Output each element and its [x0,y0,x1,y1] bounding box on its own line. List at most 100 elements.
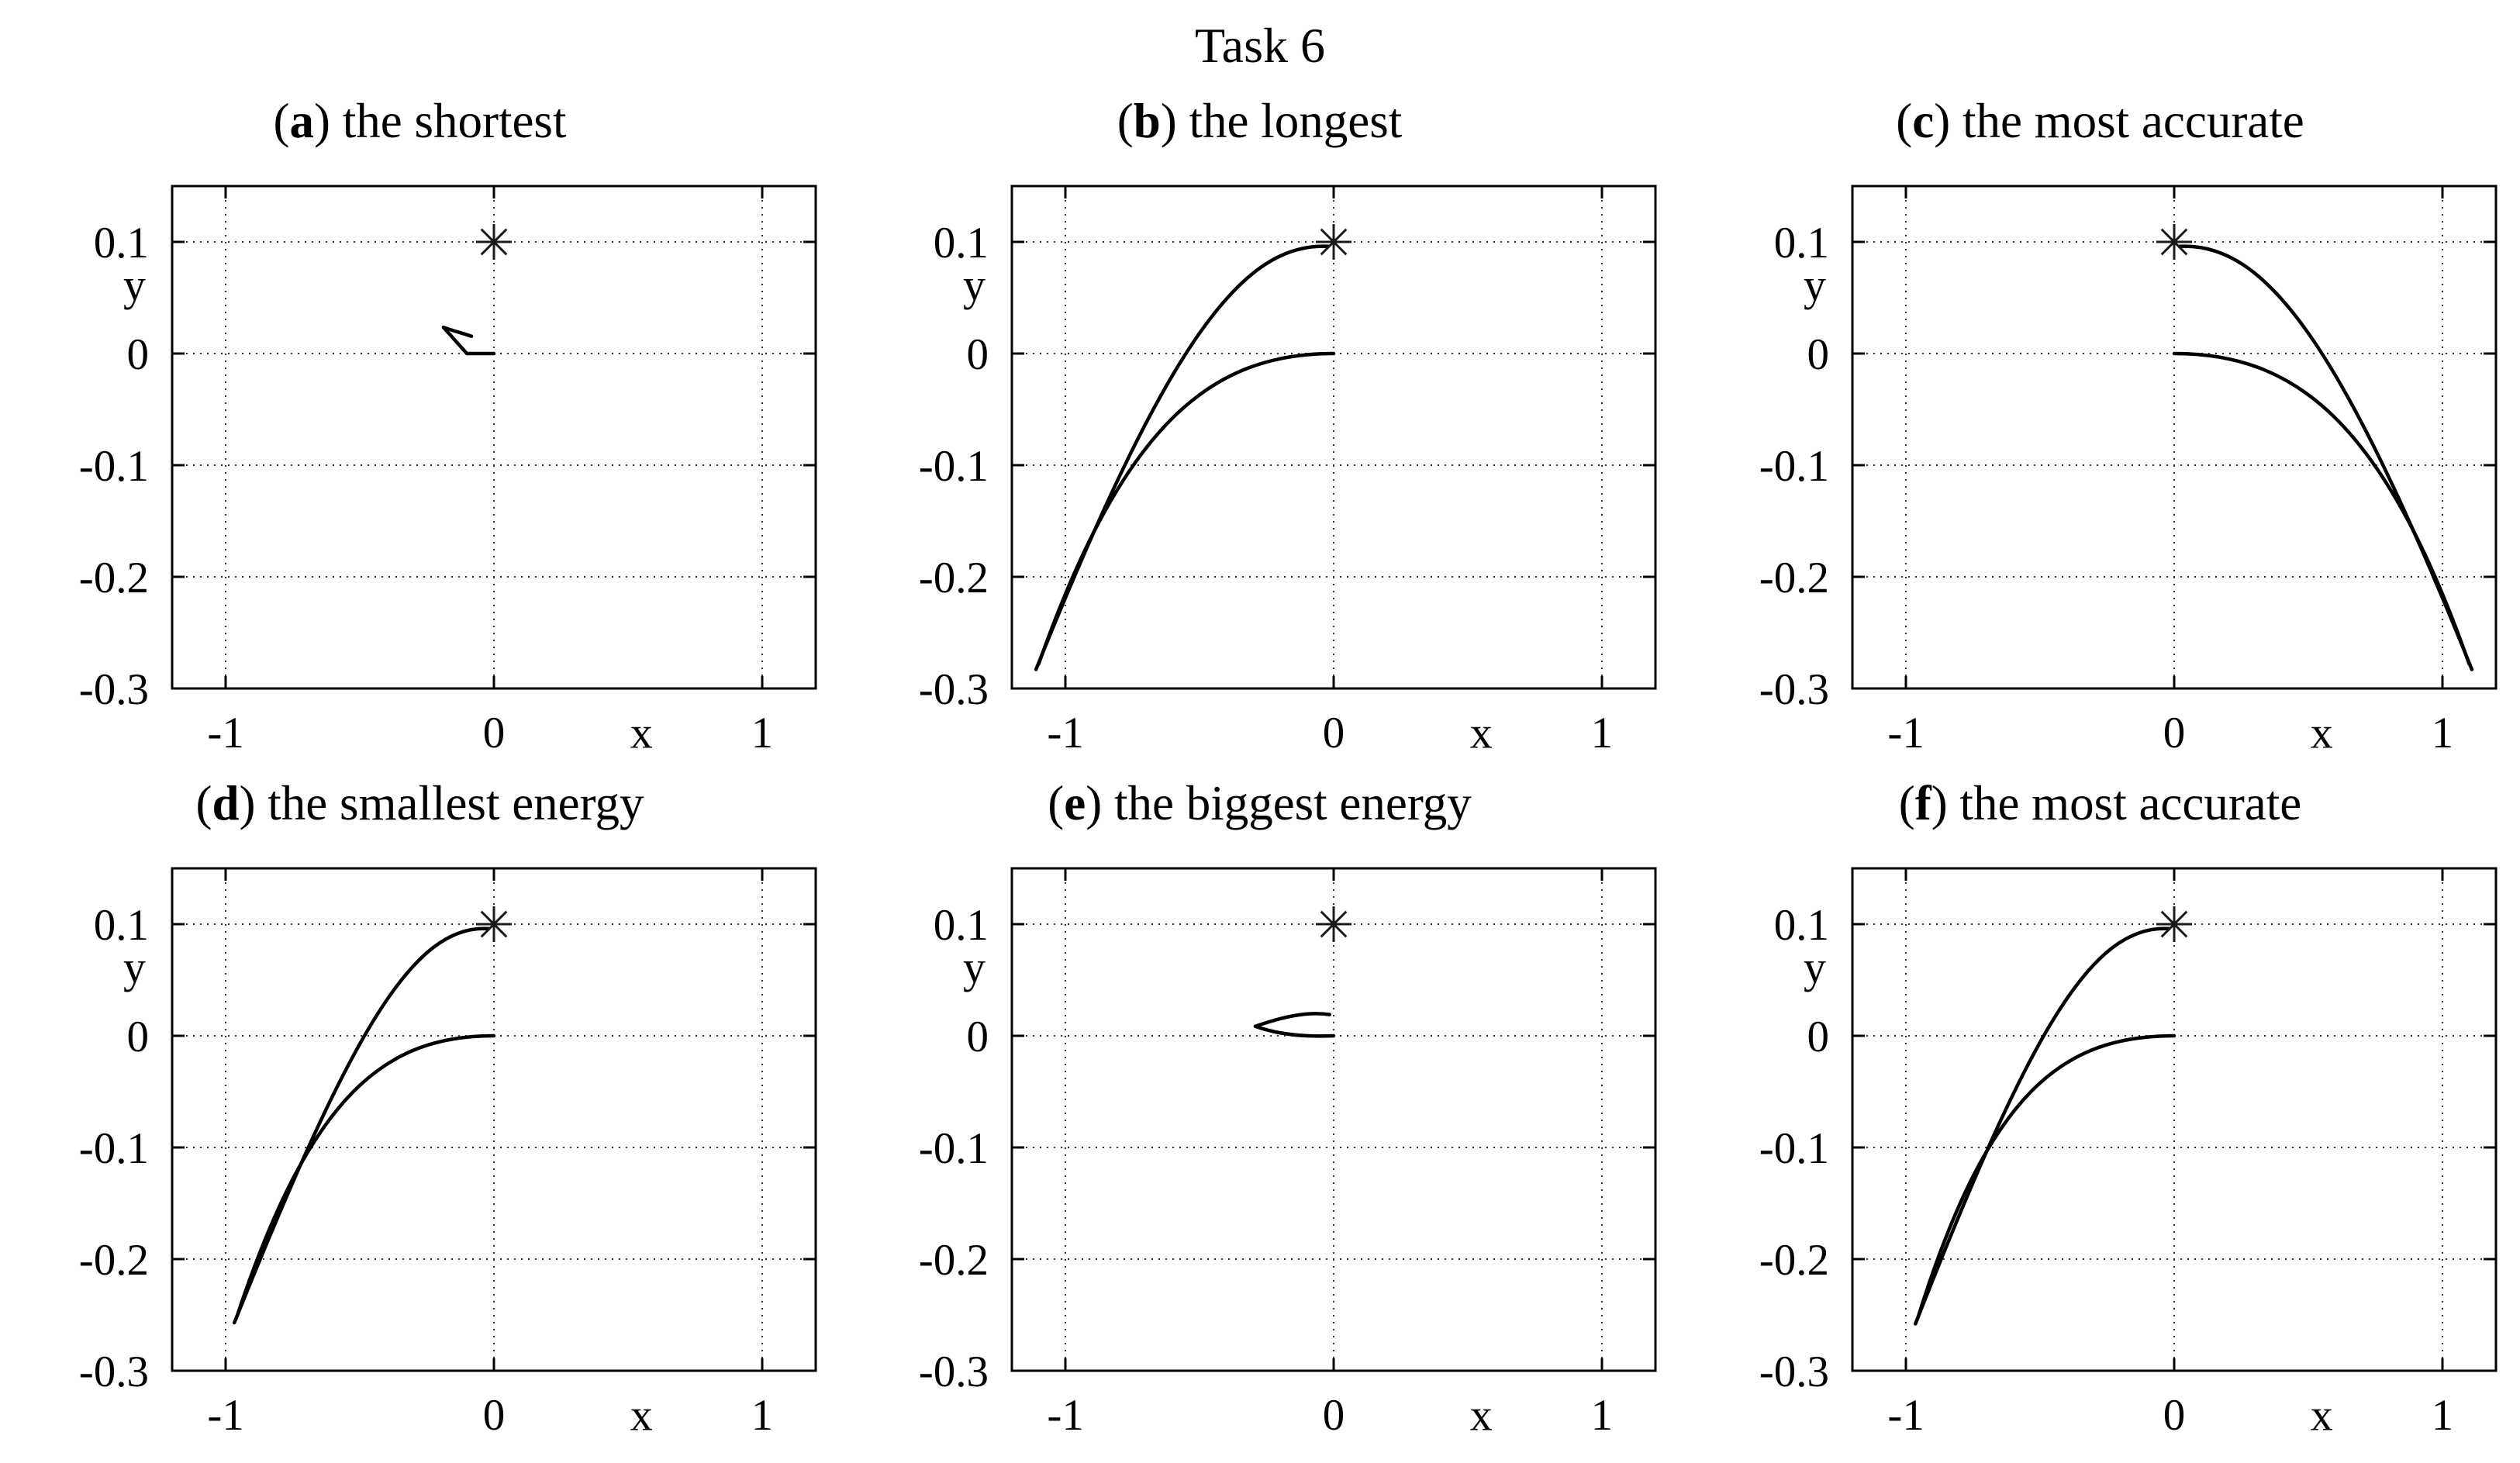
trajectory-lower [1916,1033,2177,1320]
star-marker [1316,224,1351,260]
subplot-title-text: the most accurate [1962,94,2304,148]
plot-area: -1 0 1 0.1 0 -0.1 -0.2 -0.3 x y [1759,185,2498,757]
y-tick-label: -0.3 [79,665,149,714]
x-tick-label: -1 [207,1391,243,1440]
y-tick-label: 0 [127,330,150,379]
paren-close: ) [1934,94,1962,148]
x-axis-label: x [1470,707,1493,757]
x-tick-label: -1 [1887,1391,1924,1440]
y-tick-label: -0.2 [919,1236,989,1285]
star-marker [1316,906,1351,942]
y-axis-label: y [1804,260,1826,310]
subplot-d: (d) the smallest energy -1 0 1 0.1 0 -0.1 -0.2… [0,768,840,1463]
trajectory-lower [235,1033,496,1318]
star-spoke [480,910,508,938]
paren-close: ) [1086,776,1114,830]
x-tick-label: 1 [751,709,774,757]
y-tick-label: -0.1 [919,442,989,491]
star-spoke [1320,910,1348,938]
paren-open: ( [1896,94,1913,148]
y-tick-label: 0.1 [1774,901,1829,950]
star-marker [2156,906,2192,942]
y-tick-label: -0.1 [1759,1124,1829,1173]
plot-box [171,867,817,1372]
y-tick-label: -0.1 [79,1124,149,1173]
subplot-title-text: the biggest energy [1113,776,1472,830]
paren-close: ) [1160,94,1189,148]
subplot-title-text: the most accurate [1959,776,2302,830]
star-spoke [480,228,508,256]
star-marker [476,906,512,942]
paren-open: ( [1048,776,1065,830]
subplot-title: (e) the biggest energy [840,774,1679,833]
y-tick-label: -0.2 [1759,554,1829,602]
trajectory-upper [2177,244,2474,671]
y-axis-label: y [123,942,146,992]
y-axis-label: y [963,942,986,992]
plot-area: -1 0 1 0.1 0 -0.1 -0.2 -0.3 x y [79,185,817,757]
y-axis-label: y [123,260,146,310]
subplot-title: (f) the most accurate [1680,774,2520,833]
figure-title: Task 6 [1195,18,1325,73]
subplot-letter: e [1064,776,1086,830]
trajectory-upper [1914,926,2171,1326]
y-tick-label: -0.3 [1759,1347,1829,1396]
trajectory-lower [1037,351,1336,666]
y-tick-label: -0.3 [919,1347,989,1396]
x-axis-label: x [630,707,653,757]
subplot-letter: d [212,776,240,830]
x-axis-label: x [1470,1389,1493,1440]
y-tick-label: 0.1 [94,219,149,267]
y-tick-label: -0.3 [919,665,989,714]
y-tick-label: 0.1 [934,901,989,950]
arrow-barb [441,325,474,338]
subplot-title-text: the longest [1189,94,1403,148]
y-tick-label: -0.2 [79,554,149,602]
subplot-a: (a) the shortest -1 0 1 0.1 0 -0.1 -0.2 -0.3 x y [0,85,840,782]
subplot-title: (a) the shortest [0,91,840,150]
star-spoke [1320,228,1348,256]
x-axis-label: x [630,1389,653,1440]
x-tick-label: 0 [2163,709,2186,757]
star-spoke [2160,228,2188,256]
y-tick-label: -0.1 [79,442,149,491]
paren-open: ( [273,94,290,148]
x-tick-label: -1 [207,709,243,757]
subplot-title: (c) the most accurate [1680,91,2520,150]
x-axis-label: x [2311,1389,2333,1440]
subplot-title-text: the smallest energy [268,776,644,830]
x-tick-label: 1 [2432,1391,2454,1440]
plot-box [1851,185,2498,690]
y-tick-label: 0 [1807,1013,1830,1061]
plot-box [1851,867,2498,1372]
y-tick-label: -0.3 [1759,665,1829,714]
y-tick-label: -0.2 [919,554,989,602]
y-axis-label: y [963,260,986,310]
x-tick-label: -1 [1887,709,1924,757]
plot-box [1010,867,1657,1372]
paren-open: ( [195,776,212,830]
y-axis-label: y [1804,942,1826,992]
y-tick-label: -0.2 [79,1236,149,1285]
paren-open: ( [1898,776,1915,830]
x-tick-label: 1 [1591,1391,1614,1440]
loop-upper [1253,1012,1332,1029]
x-tick-label: 0 [1323,709,1345,757]
x-tick-label: 0 [483,709,506,757]
trajectory [441,325,496,356]
subplot-title: (d) the smallest energy [0,774,840,833]
loop-lower [1253,1024,1336,1038]
subplot-letter: c [1912,94,1935,148]
y-tick-label: 0 [1807,330,1830,379]
x-tick-label: 0 [2163,1391,2186,1440]
y-tick-label: 0 [967,1013,989,1061]
x-tick-label: 1 [751,1391,774,1440]
plot-area: -1 0 1 0.1 0 -0.1 -0.2 -0.3 x y [919,185,1657,757]
trajectory-lower [2172,351,2471,666]
paren-close: ) [239,776,268,830]
y-tick-label: 0.1 [94,901,149,950]
x-tick-label: 0 [483,1391,506,1440]
x-tick-label: 0 [1323,1391,1345,1440]
subplot-letter: a [289,94,315,148]
paren-close: ) [314,94,343,148]
